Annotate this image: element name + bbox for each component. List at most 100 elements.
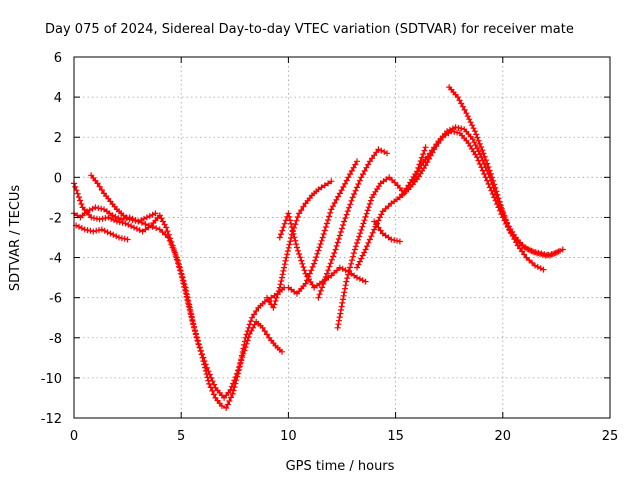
data-point-marker — [279, 274, 285, 281]
data-point-marker — [249, 314, 255, 321]
data-point-marker — [202, 361, 209, 368]
data-point-marker — [288, 220, 294, 227]
data-point-marker — [319, 284, 326, 291]
data-point-marker — [208, 374, 215, 381]
data-point-marker — [559, 246, 566, 253]
data-point-marker — [336, 314, 343, 321]
data-point-marker — [366, 200, 373, 207]
y-tick-label: -12 — [41, 412, 62, 427]
data-point-marker — [321, 182, 328, 189]
data-point-marker — [378, 211, 385, 218]
data-point-marker — [196, 344, 203, 351]
data-point-marker — [88, 214, 95, 221]
data-point-marker — [275, 288, 282, 294]
data-point-marker — [287, 217, 294, 224]
data-point-marker — [334, 239, 341, 246]
data-point-marker — [384, 150, 390, 157]
data-point-marker — [203, 364, 210, 371]
data-point-marker — [179, 273, 185, 280]
data-point-marker — [431, 144, 438, 151]
data-point-marker — [532, 249, 539, 256]
data-point-marker — [205, 368, 212, 375]
data-point-marker — [350, 250, 357, 257]
data-point-marker — [95, 205, 102, 212]
data-point-marker — [362, 246, 369, 253]
data-point-marker — [356, 233, 363, 240]
data-point-marker — [279, 227, 286, 234]
data-point-marker — [358, 174, 365, 181]
data-point-marker — [123, 214, 130, 221]
plot-area-frame — [73, 56, 611, 419]
data-point-marker — [92, 204, 99, 211]
data-point-marker — [534, 263, 541, 270]
data-point-marker — [375, 146, 382, 153]
data-point-marker — [104, 229, 111, 236]
data-point-marker — [471, 128, 478, 135]
data-point-marker — [138, 219, 145, 226]
data-point-marker — [108, 215, 115, 222]
data-point-marker — [343, 278, 350, 285]
data-point-marker — [129, 217, 136, 224]
data-point-marker — [381, 148, 388, 155]
data-point-marker — [342, 282, 349, 289]
data-point-marker — [315, 247, 322, 254]
data-point-marker — [76, 223, 82, 230]
data-point-marker — [325, 180, 332, 187]
data-point-marker — [348, 197, 355, 204]
data-point-marker — [300, 264, 307, 271]
data-point-marker — [289, 227, 296, 234]
data-point-marker — [328, 178, 335, 185]
data-point-marker — [343, 211, 350, 218]
data-point-marker — [142, 221, 149, 228]
data-point-marker — [191, 327, 198, 334]
x-tick-label: 10 — [280, 429, 297, 444]
data-point-marker — [340, 222, 347, 228]
data-point-marker — [327, 209, 334, 216]
data-point-marker — [99, 215, 106, 222]
data-point-marker — [345, 271, 352, 278]
data-point-marker — [78, 225, 85, 232]
data-point-marker — [324, 220, 330, 227]
data-point-marker — [485, 164, 492, 170]
y-tick-label: 6 — [54, 51, 62, 66]
data-point-marker — [182, 290, 189, 297]
data-point-marker — [164, 228, 171, 235]
data-point-marker — [501, 212, 508, 219]
data-point-marker — [366, 236, 373, 243]
data-point-marker — [478, 144, 485, 150]
data-point-marker — [513, 239, 520, 246]
data-point-marker — [344, 275, 351, 282]
data-point-marker — [266, 298, 273, 304]
data-point-marker — [227, 386, 234, 393]
data-point-marker — [347, 264, 354, 271]
data-point-marker — [126, 216, 133, 223]
series-9 — [354, 144, 429, 271]
data-point-marker — [274, 291, 281, 298]
data-point-marker — [229, 390, 236, 397]
data-point-marker — [261, 298, 268, 305]
y-tick-label: 4 — [54, 91, 62, 106]
data-point-marker — [328, 206, 335, 213]
data-point-marker — [363, 210, 370, 217]
data-point-marker — [119, 219, 126, 226]
data-point-marker — [78, 201, 85, 207]
data-point-marker — [334, 324, 341, 331]
data-point-marker — [210, 391, 217, 398]
data-point-marker — [332, 246, 339, 253]
data-point-marker — [507, 229, 514, 236]
y-tick-label: -10 — [41, 372, 62, 387]
series-10 — [371, 218, 403, 245]
data-point-marker — [189, 316, 196, 323]
data-point-marker — [153, 225, 160, 232]
data-point-marker — [200, 354, 207, 361]
data-point-marker — [494, 191, 501, 198]
data-point-marker — [285, 210, 292, 217]
y-tick-label: 0 — [54, 171, 62, 186]
data-point-marker — [480, 150, 487, 157]
data-point-marker — [301, 267, 308, 274]
data-point-marker — [230, 380, 237, 387]
data-point-marker — [199, 351, 205, 358]
data-point-marker — [128, 223, 135, 230]
